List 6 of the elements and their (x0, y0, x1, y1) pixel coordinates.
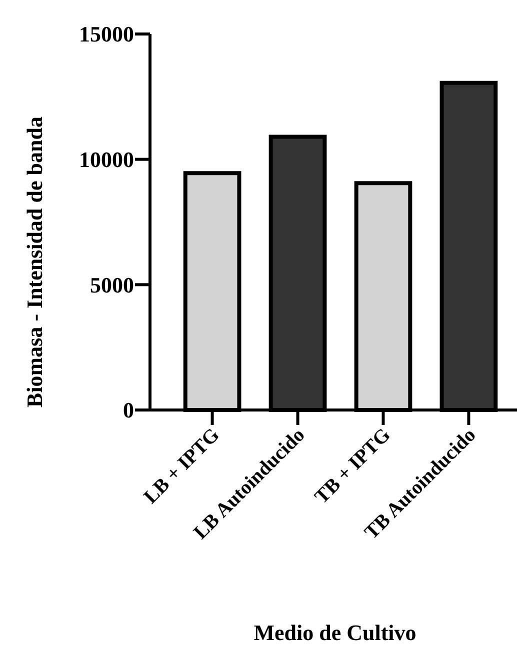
y-axis-title: Biomasa - Intensidad de banda (22, 116, 47, 408)
x-axis-title: Medio de Cultivo (254, 620, 416, 645)
y-tick-label: 15000 (79, 22, 134, 47)
y-tick-label: 0 (123, 398, 134, 423)
y-tick-label: 10000 (79, 147, 134, 172)
y-tick-label: 5000 (90, 272, 134, 298)
